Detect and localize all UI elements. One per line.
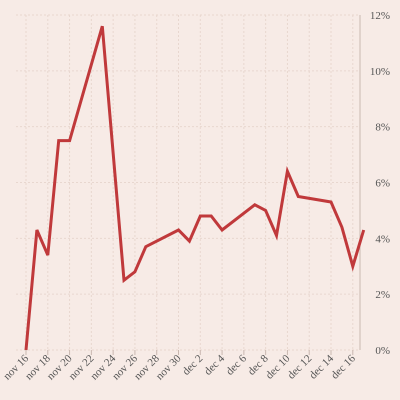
x-tick-label: dec 16: [329, 352, 358, 381]
y-tick-label: 10%: [370, 66, 390, 78]
x-tick-label: dec 2: [180, 353, 205, 378]
x-tick-label: dec 6: [224, 352, 249, 377]
y-tick-label: 12%: [370, 10, 390, 22]
grid-layer: [16, 14, 360, 351]
axis-layer: [25, 15, 361, 355]
series-line: [24, 25, 366, 351]
y-tick-label: 4%: [375, 233, 390, 245]
y-tick-label: 8%: [375, 122, 390, 134]
series-layer: [24, 25, 366, 351]
x-tick-label: nov 30: [154, 352, 184, 382]
y-tick-label: 2%: [375, 289, 390, 301]
y-tick-label: 6%: [375, 178, 390, 190]
x-tick-label: dec 4: [202, 352, 227, 377]
y-tick-label: 0%: [375, 345, 390, 357]
